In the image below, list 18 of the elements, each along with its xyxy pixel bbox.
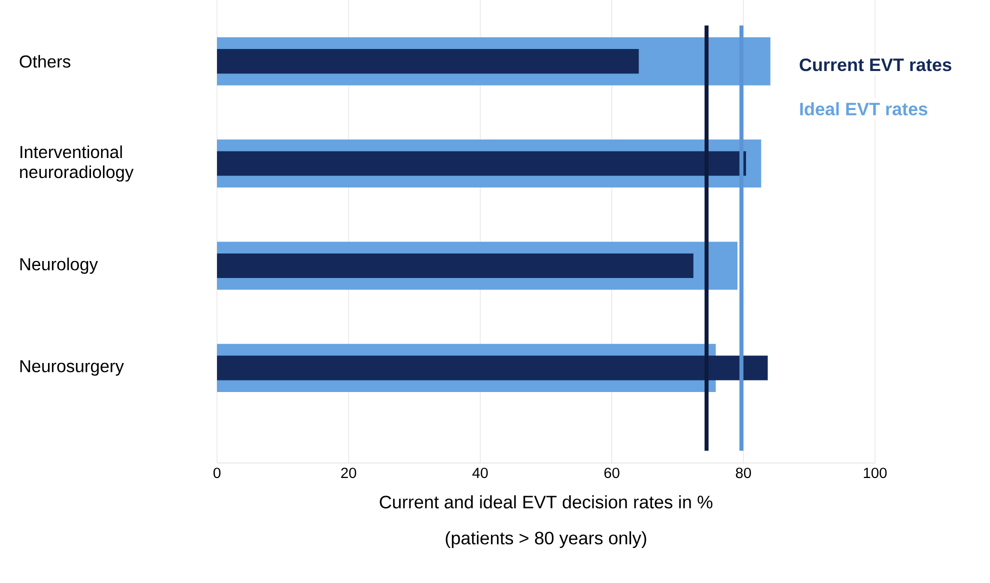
x-tick-label: 0: [213, 468, 220, 478]
text: Current EVT rates: [800, 58, 952, 72]
bar: [217, 356, 768, 380]
x-axis-title: Current and ideal EVT decision rates in %: [380, 495, 712, 508]
x-tick-label: 60: [604, 468, 620, 478]
y-tick-label: Neurology: [20, 258, 98, 274]
y-tick-label: Neurosurgery: [20, 360, 124, 376]
bar: [217, 49, 639, 74]
x-tick-label: 80: [736, 468, 751, 478]
x-tick-label: 20: [341, 468, 356, 478]
y-tick-label: Interventional neuroradiology: [20, 145, 134, 182]
bar: [217, 253, 694, 278]
x-tick-label: 100: [864, 468, 887, 478]
bar: [217, 151, 746, 176]
text: (patients > 80 years only): [446, 531, 646, 548]
x-tick-label: 40: [472, 468, 488, 478]
y-tick-label: Others: [20, 54, 70, 68]
series-label: Ideal EVT rates: [800, 102, 928, 116]
